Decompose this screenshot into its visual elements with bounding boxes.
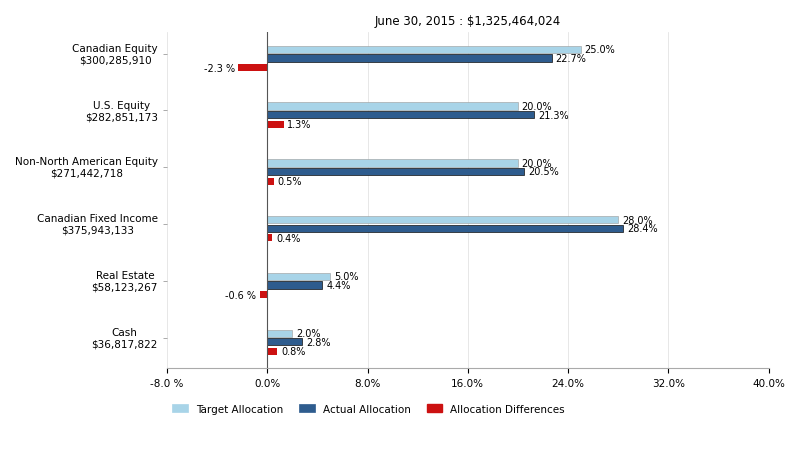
Bar bbox=[260, 291, 267, 298]
Text: 5.0%: 5.0% bbox=[334, 272, 358, 282]
Text: 0.4%: 0.4% bbox=[276, 233, 301, 243]
Bar bbox=[267, 217, 618, 224]
Bar bbox=[267, 112, 534, 119]
Text: 25.0%: 25.0% bbox=[584, 45, 615, 55]
Text: 2.0%: 2.0% bbox=[296, 329, 321, 339]
Bar bbox=[267, 103, 518, 111]
Text: 4.4%: 4.4% bbox=[326, 280, 350, 291]
Text: -2.3 %: -2.3 % bbox=[203, 63, 234, 73]
Text: 22.7%: 22.7% bbox=[555, 54, 586, 64]
Text: -0.6 %: -0.6 % bbox=[225, 290, 256, 300]
Text: 2.8%: 2.8% bbox=[306, 337, 330, 347]
Legend: Target Allocation, Actual Allocation, Allocation Differences: Target Allocation, Actual Allocation, Al… bbox=[172, 404, 565, 414]
Title: June 30, 2015 : $1,325,464,024: June 30, 2015 : $1,325,464,024 bbox=[374, 15, 561, 28]
Text: 28.0%: 28.0% bbox=[622, 215, 653, 225]
Text: 0.8%: 0.8% bbox=[281, 347, 306, 357]
Text: 1.3%: 1.3% bbox=[287, 120, 312, 130]
Bar bbox=[267, 235, 272, 242]
Bar bbox=[238, 65, 267, 72]
Text: 20.5%: 20.5% bbox=[528, 167, 558, 177]
Text: 28.4%: 28.4% bbox=[627, 224, 658, 234]
Text: 20.0%: 20.0% bbox=[522, 102, 552, 112]
Bar bbox=[267, 273, 330, 280]
Bar bbox=[267, 225, 623, 232]
Text: 20.0%: 20.0% bbox=[522, 159, 552, 168]
Bar bbox=[267, 348, 278, 355]
Bar bbox=[267, 178, 274, 185]
Bar bbox=[267, 338, 302, 346]
Bar bbox=[267, 46, 581, 54]
Bar bbox=[267, 282, 322, 289]
Bar bbox=[267, 55, 552, 62]
Bar bbox=[267, 168, 524, 176]
Text: 21.3%: 21.3% bbox=[538, 111, 569, 120]
Bar bbox=[267, 330, 292, 337]
Bar bbox=[267, 122, 283, 129]
Bar bbox=[267, 160, 518, 167]
Text: 0.5%: 0.5% bbox=[278, 177, 302, 187]
